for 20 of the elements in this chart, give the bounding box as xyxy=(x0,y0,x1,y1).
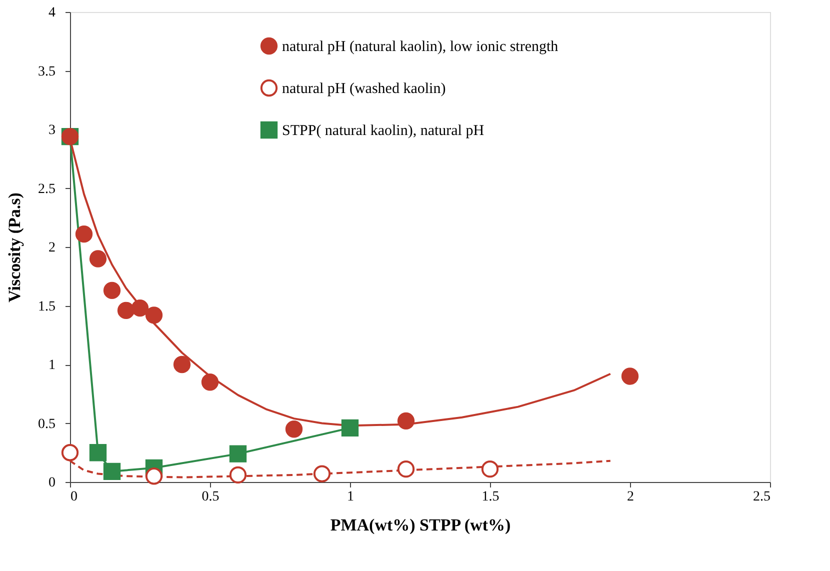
x-tick-label: 1.5 xyxy=(482,490,500,504)
x-tick-label: 0 xyxy=(70,490,78,504)
x-tick-label: 2.5 xyxy=(753,490,770,504)
y-tick-label: 2.5 xyxy=(38,182,56,197)
y-tick-label: 0.5 xyxy=(38,416,56,432)
x-tick-label: 2 xyxy=(627,490,634,504)
y-tick-label: 2 xyxy=(48,240,56,256)
y-tick-label: 1.5 xyxy=(38,299,56,314)
x-tick-label: 1 xyxy=(347,490,354,504)
y-tick-label: 4 xyxy=(48,6,56,20)
x-axis-title: PMA(wt%) STPP (wt%) xyxy=(330,516,511,534)
y-axis-title: Viscosity (Pa.s) xyxy=(5,192,24,302)
legend-label: natural pH (natural kaolin), low ionic strength xyxy=(282,39,559,55)
legend-label: natural pH (washed kaolin) xyxy=(282,81,446,97)
y-tick-label: 0 xyxy=(48,476,56,490)
y-tick-label: 1 xyxy=(48,358,56,373)
x-tick-label: 0.5 xyxy=(202,490,220,504)
y-tick-label: 3 xyxy=(48,123,56,138)
y-tick-label: 3.5 xyxy=(38,64,56,80)
legend-label: STPP( natural kaolin), natural pH xyxy=(282,123,484,139)
